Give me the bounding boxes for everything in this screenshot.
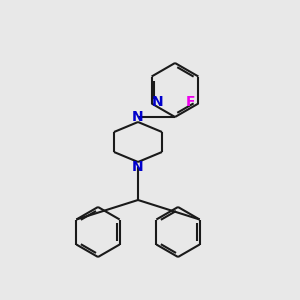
Text: N: N: [152, 95, 164, 110]
Text: N: N: [132, 110, 144, 124]
Text: F: F: [186, 94, 195, 109]
Text: N: N: [132, 160, 144, 174]
